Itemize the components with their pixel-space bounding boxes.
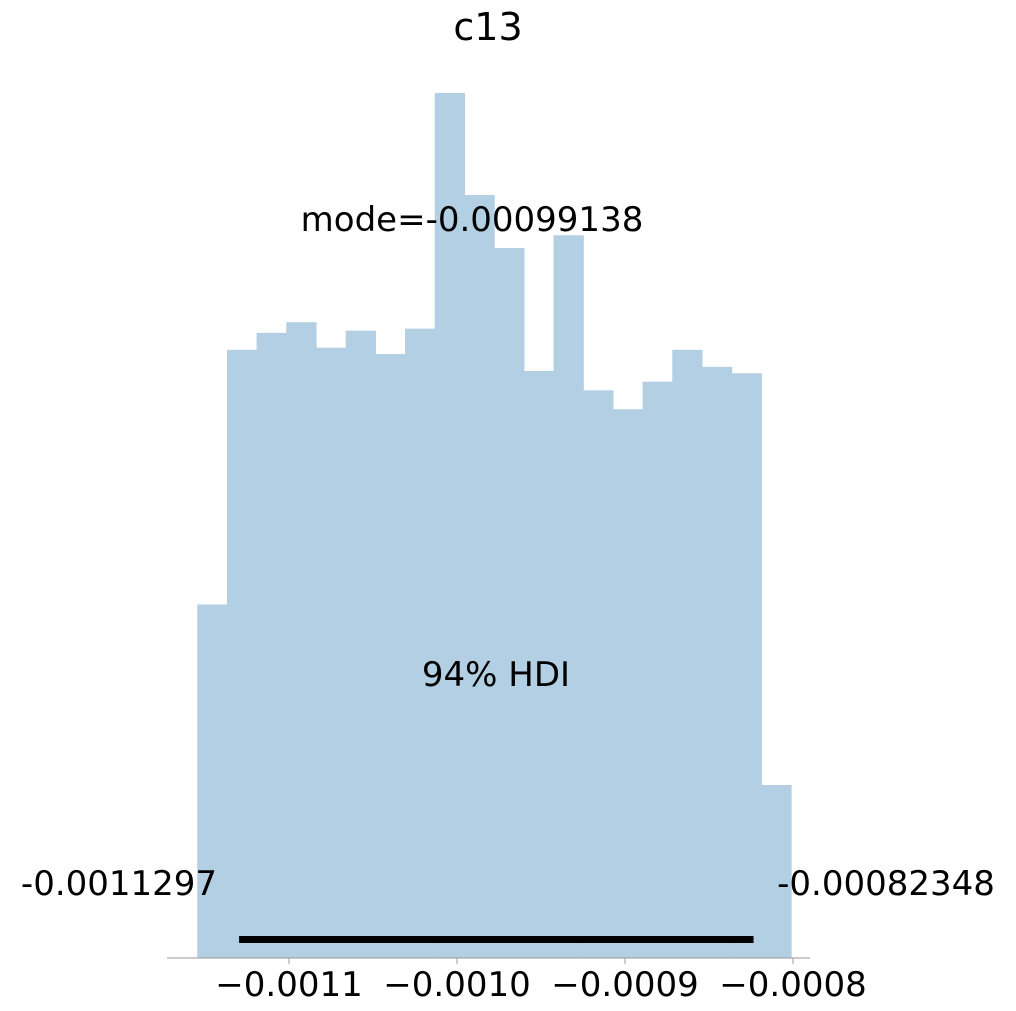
histogram-bar bbox=[612, 409, 644, 958]
histogram-bar bbox=[315, 347, 347, 958]
histogram-bar bbox=[286, 322, 317, 959]
histogram-bar bbox=[761, 785, 792, 958]
x-tick-label: −0.0010 bbox=[383, 965, 530, 1005]
histogram-bar bbox=[464, 194, 495, 958]
histogram-bar bbox=[731, 373, 762, 958]
hdi-low-label: -0.0011297 bbox=[21, 864, 217, 904]
histogram-bar bbox=[345, 330, 376, 958]
chart-title: c13 bbox=[453, 5, 522, 49]
hdi-high-label: -0.00082348 bbox=[777, 864, 995, 904]
histogram-bar bbox=[701, 366, 733, 958]
histogram-bar bbox=[197, 604, 228, 958]
x-tick-label: −0.0009 bbox=[551, 965, 698, 1005]
histogram-bar bbox=[226, 349, 258, 959]
mode-label: mode=-0.00099138 bbox=[301, 200, 644, 240]
histogram-bar bbox=[434, 93, 466, 958]
histogram-bar bbox=[405, 328, 436, 959]
x-tick-label: −0.0011 bbox=[215, 965, 362, 1005]
histogram-bar bbox=[553, 235, 584, 959]
hdi-bar bbox=[239, 936, 754, 943]
histogram-bar bbox=[583, 390, 614, 958]
histogram-bars bbox=[197, 93, 792, 959]
histogram-bar bbox=[375, 354, 406, 958]
histogram-bar bbox=[642, 381, 673, 958]
x-tick-label: −0.0008 bbox=[719, 965, 866, 1005]
hdi-label: 94% HDI bbox=[422, 655, 570, 695]
histogram-bar bbox=[256, 332, 287, 958]
x-axis-ticks: −0.0011 −0.0010 −0.0009 −0.0008 bbox=[215, 958, 867, 1005]
histogram-bar bbox=[494, 248, 525, 958]
histogram-bar bbox=[523, 371, 555, 958]
histogram-bar bbox=[672, 349, 703, 959]
